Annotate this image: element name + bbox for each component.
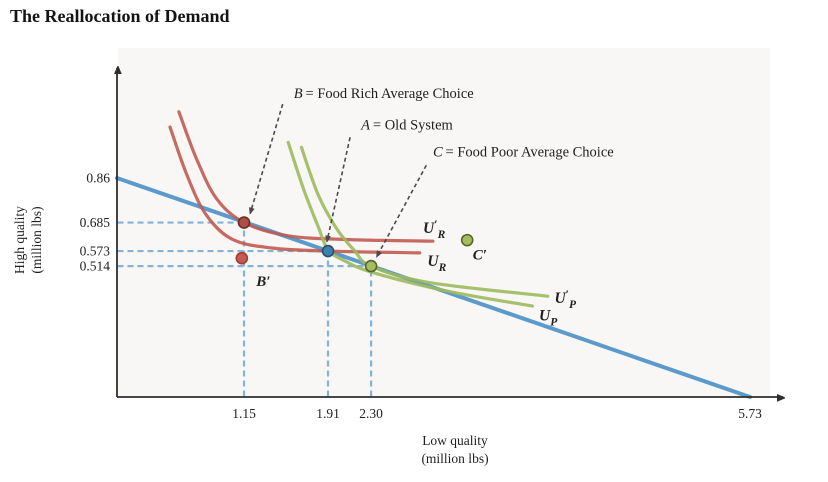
curve-U-P	[286, 140, 534, 308]
curve-U-P-label: UP	[539, 308, 558, 329]
point-C-prime	[460, 233, 474, 247]
point-label-C-prime: C′	[473, 247, 487, 263]
x-tick-2.30: 2.30	[359, 406, 383, 421]
x-tick-5.73: 5.73	[738, 406, 762, 421]
annotation-A-label: A = Old System	[360, 118, 453, 134]
x-axis-title-line-1: Low quality	[422, 433, 488, 448]
point-B-prime	[235, 251, 249, 265]
point-label-B-prime: B′	[255, 274, 270, 290]
annotation-B-label: B = Food Rich Average Choice	[294, 86, 474, 102]
y-tick-0.86: 0.86	[86, 171, 110, 186]
curve-U-prime-P-label: U′P	[554, 287, 577, 311]
plot-area-background	[118, 48, 770, 396]
curve-U-R-label: UR	[427, 253, 446, 274]
annotation-A-arrow	[325, 137, 351, 243]
y-tick-0.573: 0.573	[80, 244, 111, 259]
annotation-C-arrow	[375, 164, 428, 258]
point-A	[321, 244, 335, 258]
curve-U-prime-R-label: U′R	[423, 217, 446, 241]
y-axis-title-line-2: (million lbs)	[29, 206, 44, 273]
y-tick-0.685: 0.685	[80, 215, 111, 230]
y-axis-title-line-1: High quality	[12, 206, 27, 274]
x-tick-1.15: 1.15	[232, 406, 256, 421]
annotation-C-label: C = Food Poor Average Choice	[433, 144, 614, 160]
curve-U-prime-P	[299, 145, 550, 298]
y-tick-0.514: 0.514	[80, 259, 111, 274]
x-tick-1.91: 1.91	[316, 406, 340, 421]
figure-title: The Reallocation of Demand	[10, 6, 230, 26]
x-axis-title-line-2: (million lbs)	[421, 451, 488, 466]
point-B	[237, 216, 251, 229]
point-C	[364, 259, 378, 273]
annotation-B-arrow	[248, 103, 284, 215]
